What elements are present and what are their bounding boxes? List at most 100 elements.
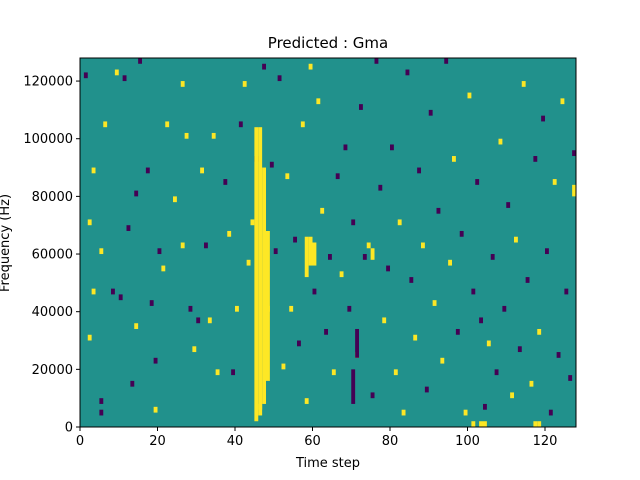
heatmap-cell [111,288,115,295]
heatmap-cell [134,323,139,329]
heatmap-streak [471,421,476,427]
heatmap-cell [510,392,515,399]
heatmap-cell [533,156,538,162]
heatmap-cell [525,277,530,283]
x-tick-label: 60 [304,434,321,449]
heatmap-cell [517,346,522,353]
heatmap-cell [552,179,557,185]
x-axis-label: Time step [295,456,360,471]
heatmap-cell [328,254,332,260]
heatmap-cell [173,196,177,203]
heatmap-cell [273,248,278,255]
heatmap-cell [382,317,387,324]
heatmap-streak [266,230,270,381]
x-tick-label: 80 [382,434,399,449]
heatmap-cell [153,357,158,364]
heatmap-cell [413,334,418,341]
heatmap-cell [467,92,472,99]
heatmap-cell [351,219,356,226]
heatmap-streak [308,236,313,266]
x-tick-label: 20 [149,434,166,449]
heatmap-cell [537,328,542,335]
heatmap-cell [153,406,158,413]
heatmap-cell [207,317,212,324]
heatmap-streak [355,328,360,358]
heatmap-cell [494,369,499,376]
heatmap-cell [452,156,456,162]
heatmap-cell [300,121,305,128]
heatmap-cell [161,265,166,272]
heatmap-cell [180,242,185,249]
heatmap-cell [184,132,189,139]
heatmap-cell [556,352,561,358]
heatmap-cell [188,305,193,312]
heatmap-cell [269,161,274,168]
heatmap-cell [401,409,406,416]
heatmap-cell [99,398,104,404]
heatmap-cell [417,167,422,174]
heatmap-cell [308,63,313,70]
heatmap-cell [157,248,162,255]
heatmap-cell [285,173,290,180]
heatmap-cell [498,138,503,145]
heatmap-cell [514,236,518,243]
heatmap-cell [486,340,491,347]
heatmap-cell [227,230,232,237]
heatmap-cell [320,207,325,214]
heatmap-cell [331,369,336,376]
heatmap-cell [386,265,391,272]
heatmap-streak [537,421,542,427]
heatmap-cell [281,363,286,370]
heatmap-cell [390,144,394,151]
heatmap-streak [572,184,577,197]
heatmap-cell [444,58,449,64]
y-tick-label: 20000 [32,363,73,378]
y-tick-label: 0 [65,421,73,436]
heatmap-cell [560,98,565,105]
y-tick-label: 40000 [32,305,73,320]
heatmap-cell [409,277,414,283]
heatmap-cell [440,357,445,364]
heatmap-cell [424,386,429,393]
heatmap-cell [196,317,201,324]
heatmap-cell [118,294,123,301]
heatmap-cell [405,69,410,76]
heatmap-cell [122,75,127,82]
heatmap-cell [459,230,464,237]
heatmap-streak [483,421,487,427]
heatmap-cell [99,409,104,416]
x-tick-label: 120 [533,434,558,449]
heatmap-cell [103,121,108,128]
heatmap-cell [428,109,433,116]
heatmap-cell [87,334,92,341]
heatmap-cell [463,409,468,416]
heatmap-cell [366,242,371,249]
heatmap-cell [297,340,301,347]
heatmap-cell [479,317,484,324]
heatmap-cell [393,369,398,376]
heatmap-cell [564,288,569,295]
heatmap-cell [339,271,344,278]
heatmap-cell [312,288,317,295]
heatmap-cell [483,403,487,410]
heatmap-cell [149,300,154,306]
x-axis: 0 20 40 60 80 100 120 [76,427,558,449]
heatmap-cell [448,259,453,266]
heatmap-streak [262,167,267,404]
heatmap-cell [397,219,402,226]
y-tick-label: 120000 [23,75,73,90]
heatmap-cell [165,121,170,128]
heatmap-streak [479,421,484,427]
heatmap-cell [335,173,340,180]
heatmap-cell [87,219,92,226]
heatmap-cell [324,328,329,335]
heatmap-cell [180,81,185,87]
heatmap-cell [126,225,131,231]
heatmap-cell [262,63,267,70]
heatmap-cell [490,254,495,260]
heatmap-cell [231,369,236,376]
y-axis-label: Frequency (Hz) [0,194,13,292]
heatmap-cell [293,236,298,243]
heatmap-cell [502,305,507,312]
heatmap-background [80,58,576,427]
